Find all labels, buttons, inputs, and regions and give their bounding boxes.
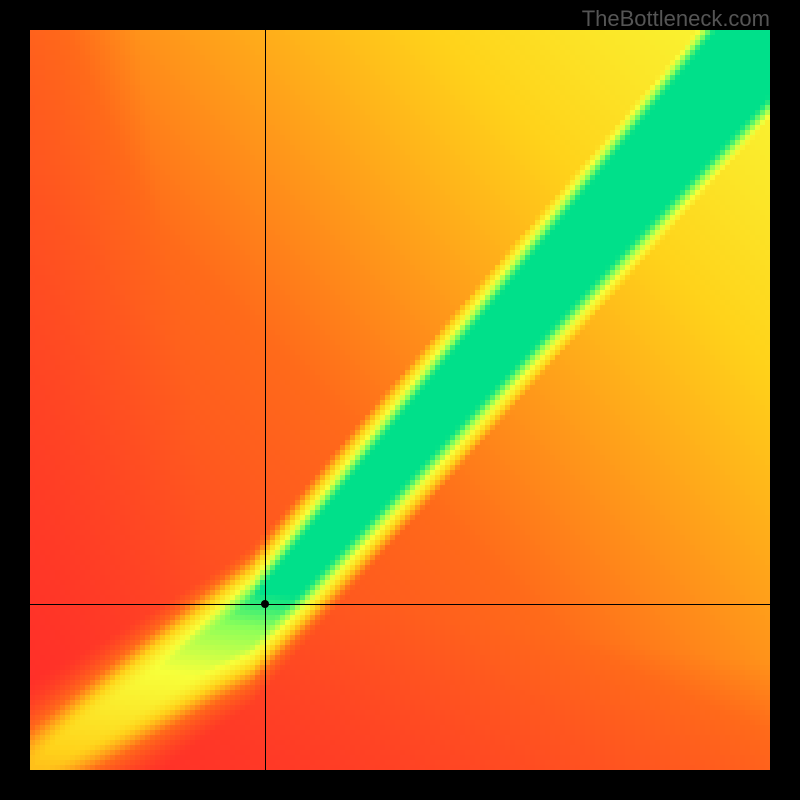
crosshair-vertical [265, 30, 266, 770]
chart-container: TheBottleneck.com [0, 0, 800, 800]
plot-area [30, 30, 770, 770]
crosshair-horizontal [30, 604, 770, 605]
heatmap-canvas [30, 30, 770, 770]
watermark-text: TheBottleneck.com [582, 6, 770, 32]
marker-dot [261, 600, 269, 608]
